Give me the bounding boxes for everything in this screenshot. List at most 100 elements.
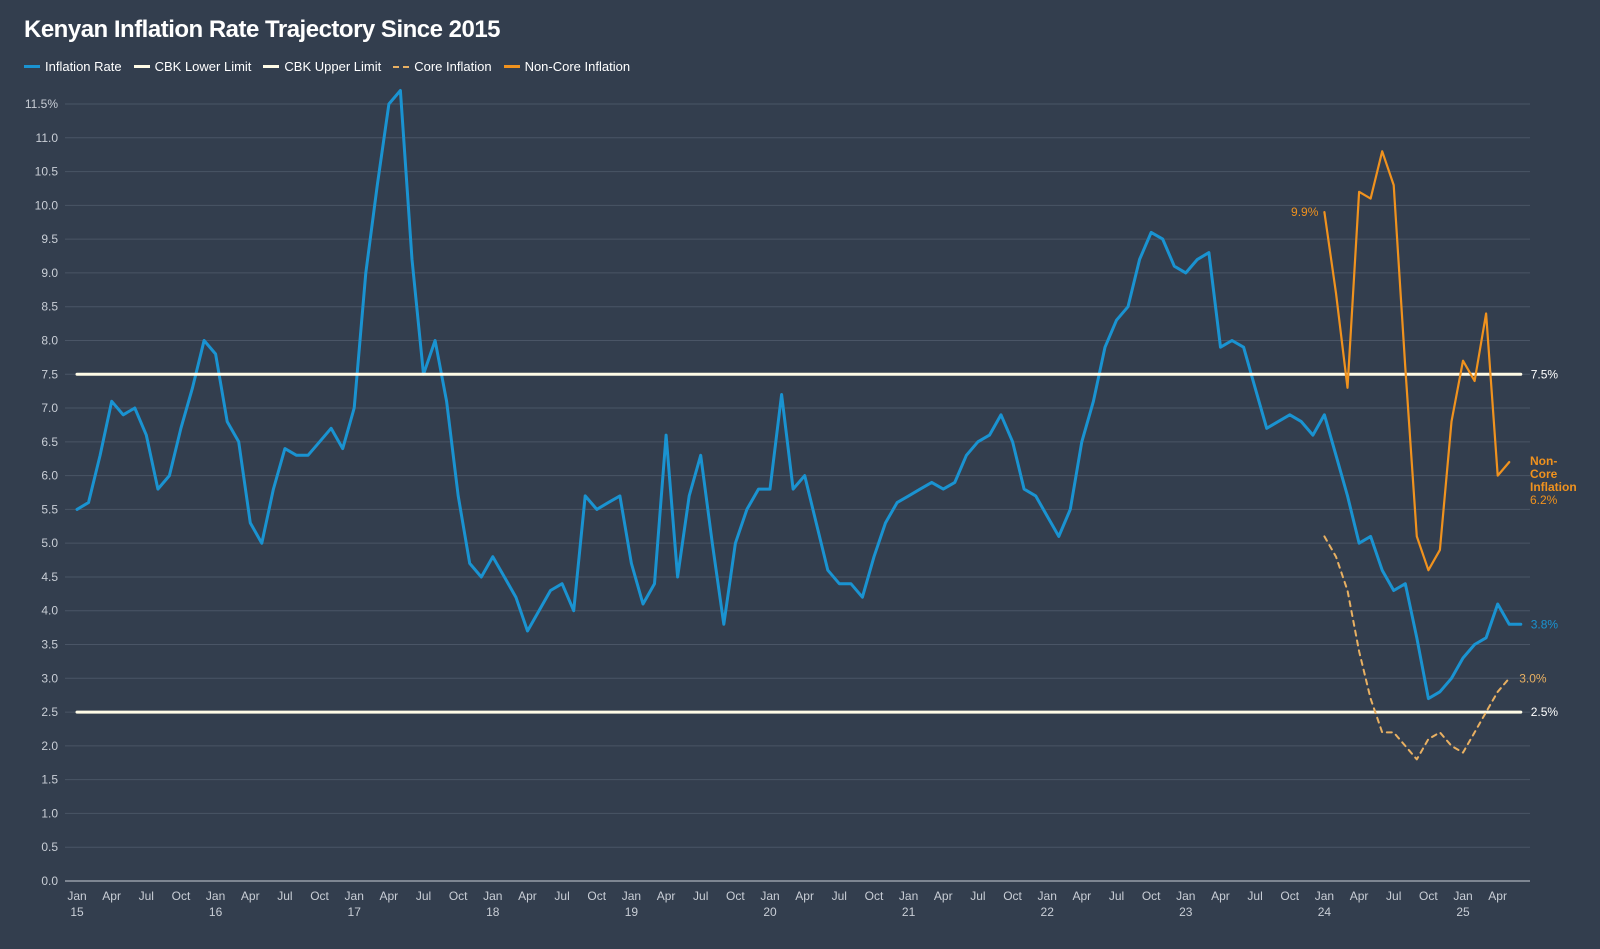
x-tick-label: Jan (1038, 889, 1057, 903)
series-line-core-inflation (1323, 535, 1511, 761)
y-tick-label: 9.0 (41, 266, 58, 280)
y-tick-label: 1.0 (41, 806, 58, 820)
x-tick-label: Oct (726, 889, 745, 903)
x-tick-label: Oct (587, 889, 606, 903)
x-tick-year-label: 17 (348, 905, 362, 919)
x-tick-label: Apr (518, 889, 537, 903)
x-tick-label: Oct (172, 889, 191, 903)
y-tick-label: 1.5 (41, 773, 58, 787)
series-end-label-name: Non- (1530, 454, 1557, 468)
x-tick-label: Jul (277, 889, 292, 903)
x-tick-label: Jan (67, 889, 86, 903)
x-tick-label: Oct (1003, 889, 1022, 903)
x-tick-label: Jan (345, 889, 364, 903)
series-end-label-cbk-upper-limit: 7.5% (1531, 367, 1559, 381)
y-tick-label: 3.0 (41, 671, 58, 685)
x-tick-year-label: 16 (209, 905, 223, 919)
x-tick-label: Apr (241, 889, 260, 903)
series-end-label-name: Core (1530, 467, 1558, 481)
legend-item-inflation-rate[interactable]: Inflation Rate (24, 59, 122, 74)
x-tick-label: Apr (1350, 889, 1369, 903)
x-tick-label: Oct (865, 889, 884, 903)
legend-label: CBK Upper Limit (284, 59, 382, 74)
x-tick-label: Jul (970, 889, 985, 903)
x-tick-label: Jan (1176, 889, 1195, 903)
x-tick-label: Jul (1247, 889, 1262, 903)
y-tick-label: 6.0 (41, 469, 58, 483)
y-tick-label: 5.0 (41, 536, 58, 550)
x-tick-year-label: 25 (1456, 905, 1470, 919)
x-tick-label: Jan (899, 889, 918, 903)
legend-label: CBK Lower Limit (154, 59, 252, 74)
y-tick-label: 0.5 (41, 840, 58, 854)
x-tick-label: Jul (1386, 889, 1401, 903)
y-tick-label: 0.0 (41, 874, 58, 888)
legend-swatch (503, 65, 520, 68)
legend-item-cbk-lower-limit[interactable]: CBK Lower Limit (133, 59, 252, 74)
chart-title: Kenyan Inflation Rate Trajectory Since 2… (24, 16, 501, 43)
series-line-non-core-inflation (1323, 150, 1511, 572)
y-tick-label: 10.0 (35, 198, 59, 212)
series-end-label-cbk-lower-limit: 2.5% (1531, 705, 1559, 719)
series-end-label-name: Inflation (1530, 480, 1577, 494)
y-tick-label: 11.0 (36, 131, 59, 145)
y-tick-label: 2.0 (41, 739, 58, 753)
y-tick-label: 11.5% (25, 97, 58, 111)
x-tick-year-label: 21 (902, 905, 916, 919)
x-tick-year-label: 18 (486, 905, 500, 919)
x-tick-label: Apr (1211, 889, 1230, 903)
legend-label: Non-Core Inflation (524, 59, 631, 74)
x-tick-label: Jul (416, 889, 431, 903)
series-line-inflation-rate (75, 89, 1523, 701)
legend-swatch (133, 65, 150, 68)
x-tick-label: Apr (1073, 889, 1092, 903)
x-tick-label: Jan (760, 889, 779, 903)
x-tick-label: Apr (1488, 889, 1507, 903)
y-tick-label: 7.5 (41, 367, 58, 381)
y-tick-label: 7.0 (41, 401, 58, 415)
legend-label: Core Inflation (414, 59, 492, 74)
x-tick-label: Jan (483, 889, 502, 903)
y-tick-label: 5.5 (41, 502, 58, 516)
x-tick-label: Jan (1453, 889, 1472, 903)
y-tick-label: 8.0 (41, 333, 58, 347)
y-tick-label: 2.5 (41, 705, 58, 719)
series-end-label-core-inflation: 3.0% (1519, 671, 1547, 685)
x-tick-label: Jul (139, 889, 154, 903)
y-tick-label: 8.5 (41, 300, 58, 314)
x-tick-label: Apr (102, 889, 121, 903)
chart-legend: Inflation Rate CBK Lower Limit CBK Upper L… (24, 59, 630, 74)
x-tick-year-label: 23 (1179, 905, 1193, 919)
x-tick-label: Jan (622, 889, 641, 903)
x-tick-label: Jul (832, 889, 847, 903)
y-tick-label: 6.5 (41, 435, 58, 449)
x-tick-label: Oct (1419, 889, 1438, 903)
legend-item-cbk-upper-limit[interactable]: CBK Upper Limit (263, 59, 381, 74)
legend-label: Inflation Rate (45, 59, 122, 74)
y-tick-label: 4.5 (41, 570, 58, 584)
legend-item-core-inflation[interactable]: Core Inflation (393, 59, 492, 74)
x-tick-label: Oct (310, 889, 329, 903)
legend-swatch (393, 65, 410, 68)
legend-item-non-core-inflation[interactable]: Non-Core Inflation (503, 59, 631, 74)
x-tick-label: Apr (380, 889, 399, 903)
series-end-label-value: 6.2% (1530, 493, 1558, 507)
y-tick-label: 9.5 (41, 232, 58, 246)
x-tick-label: Apr (657, 889, 676, 903)
x-tick-label: Jul (693, 889, 708, 903)
x-tick-year-label: 15 (70, 905, 84, 919)
x-tick-year-label: 22 (1041, 905, 1055, 919)
x-tick-label: Jul (1109, 889, 1124, 903)
x-tick-label: Jul (554, 889, 569, 903)
y-tick-label: 4.0 (41, 604, 58, 618)
x-tick-label: Oct (1142, 889, 1161, 903)
y-tick-label: 3.5 (41, 638, 58, 652)
x-tick-label: Oct (1280, 889, 1299, 903)
x-tick-year-label: 20 (763, 905, 777, 919)
x-tick-label: Apr (934, 889, 953, 903)
x-tick-label: Oct (449, 889, 468, 903)
x-tick-label: Apr (795, 889, 814, 903)
y-tick-label: 10.5 (35, 165, 59, 179)
x-tick-year-label: 24 (1318, 905, 1332, 919)
